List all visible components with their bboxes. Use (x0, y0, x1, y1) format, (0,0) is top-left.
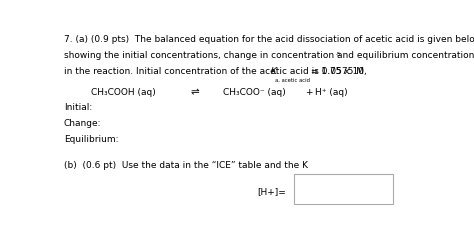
Text: -5: -5 (336, 52, 341, 57)
Text: CH₃COO⁻ (aq): CH₃COO⁻ (aq) (223, 87, 285, 97)
Text: ⇌: ⇌ (191, 87, 200, 98)
Text: CH₃COOH (aq): CH₃COOH (aq) (91, 87, 156, 97)
Text: 7. (a) (0.9 pts)  The balanced equation for the acid dissociation of acetic acid: 7. (a) (0.9 pts) The balanced equation f… (64, 35, 474, 44)
Text: (b)  (0.6 pt)  Use the data in the “ICE” table and the K: (b) (0.6 pt) Use the data in the “ICE” t… (64, 161, 308, 170)
Text: in the reaction. Initial concentration of the acetic acid is 0.0575 M,: in the reaction. Initial concentration o… (64, 67, 366, 76)
Text: H⁺ (aq): H⁺ (aq) (315, 87, 347, 97)
Text: Change:: Change: (64, 119, 101, 128)
Text: Equilibrium:: Equilibrium: (64, 135, 118, 144)
Text: a, acetic acid: a, acetic acid (275, 78, 310, 83)
FancyBboxPatch shape (293, 174, 393, 204)
Text: Initial:: Initial: (64, 103, 92, 112)
Text: +: + (305, 87, 313, 97)
Text: = 1.75 x 10: = 1.75 x 10 (308, 67, 365, 76)
Text: showing the initial concentrations, change in concentration and equilibrium conc: showing the initial concentrations, chan… (64, 51, 474, 60)
Text: K: K (271, 67, 276, 76)
Text: [H+]=: [H+]= (257, 187, 286, 196)
